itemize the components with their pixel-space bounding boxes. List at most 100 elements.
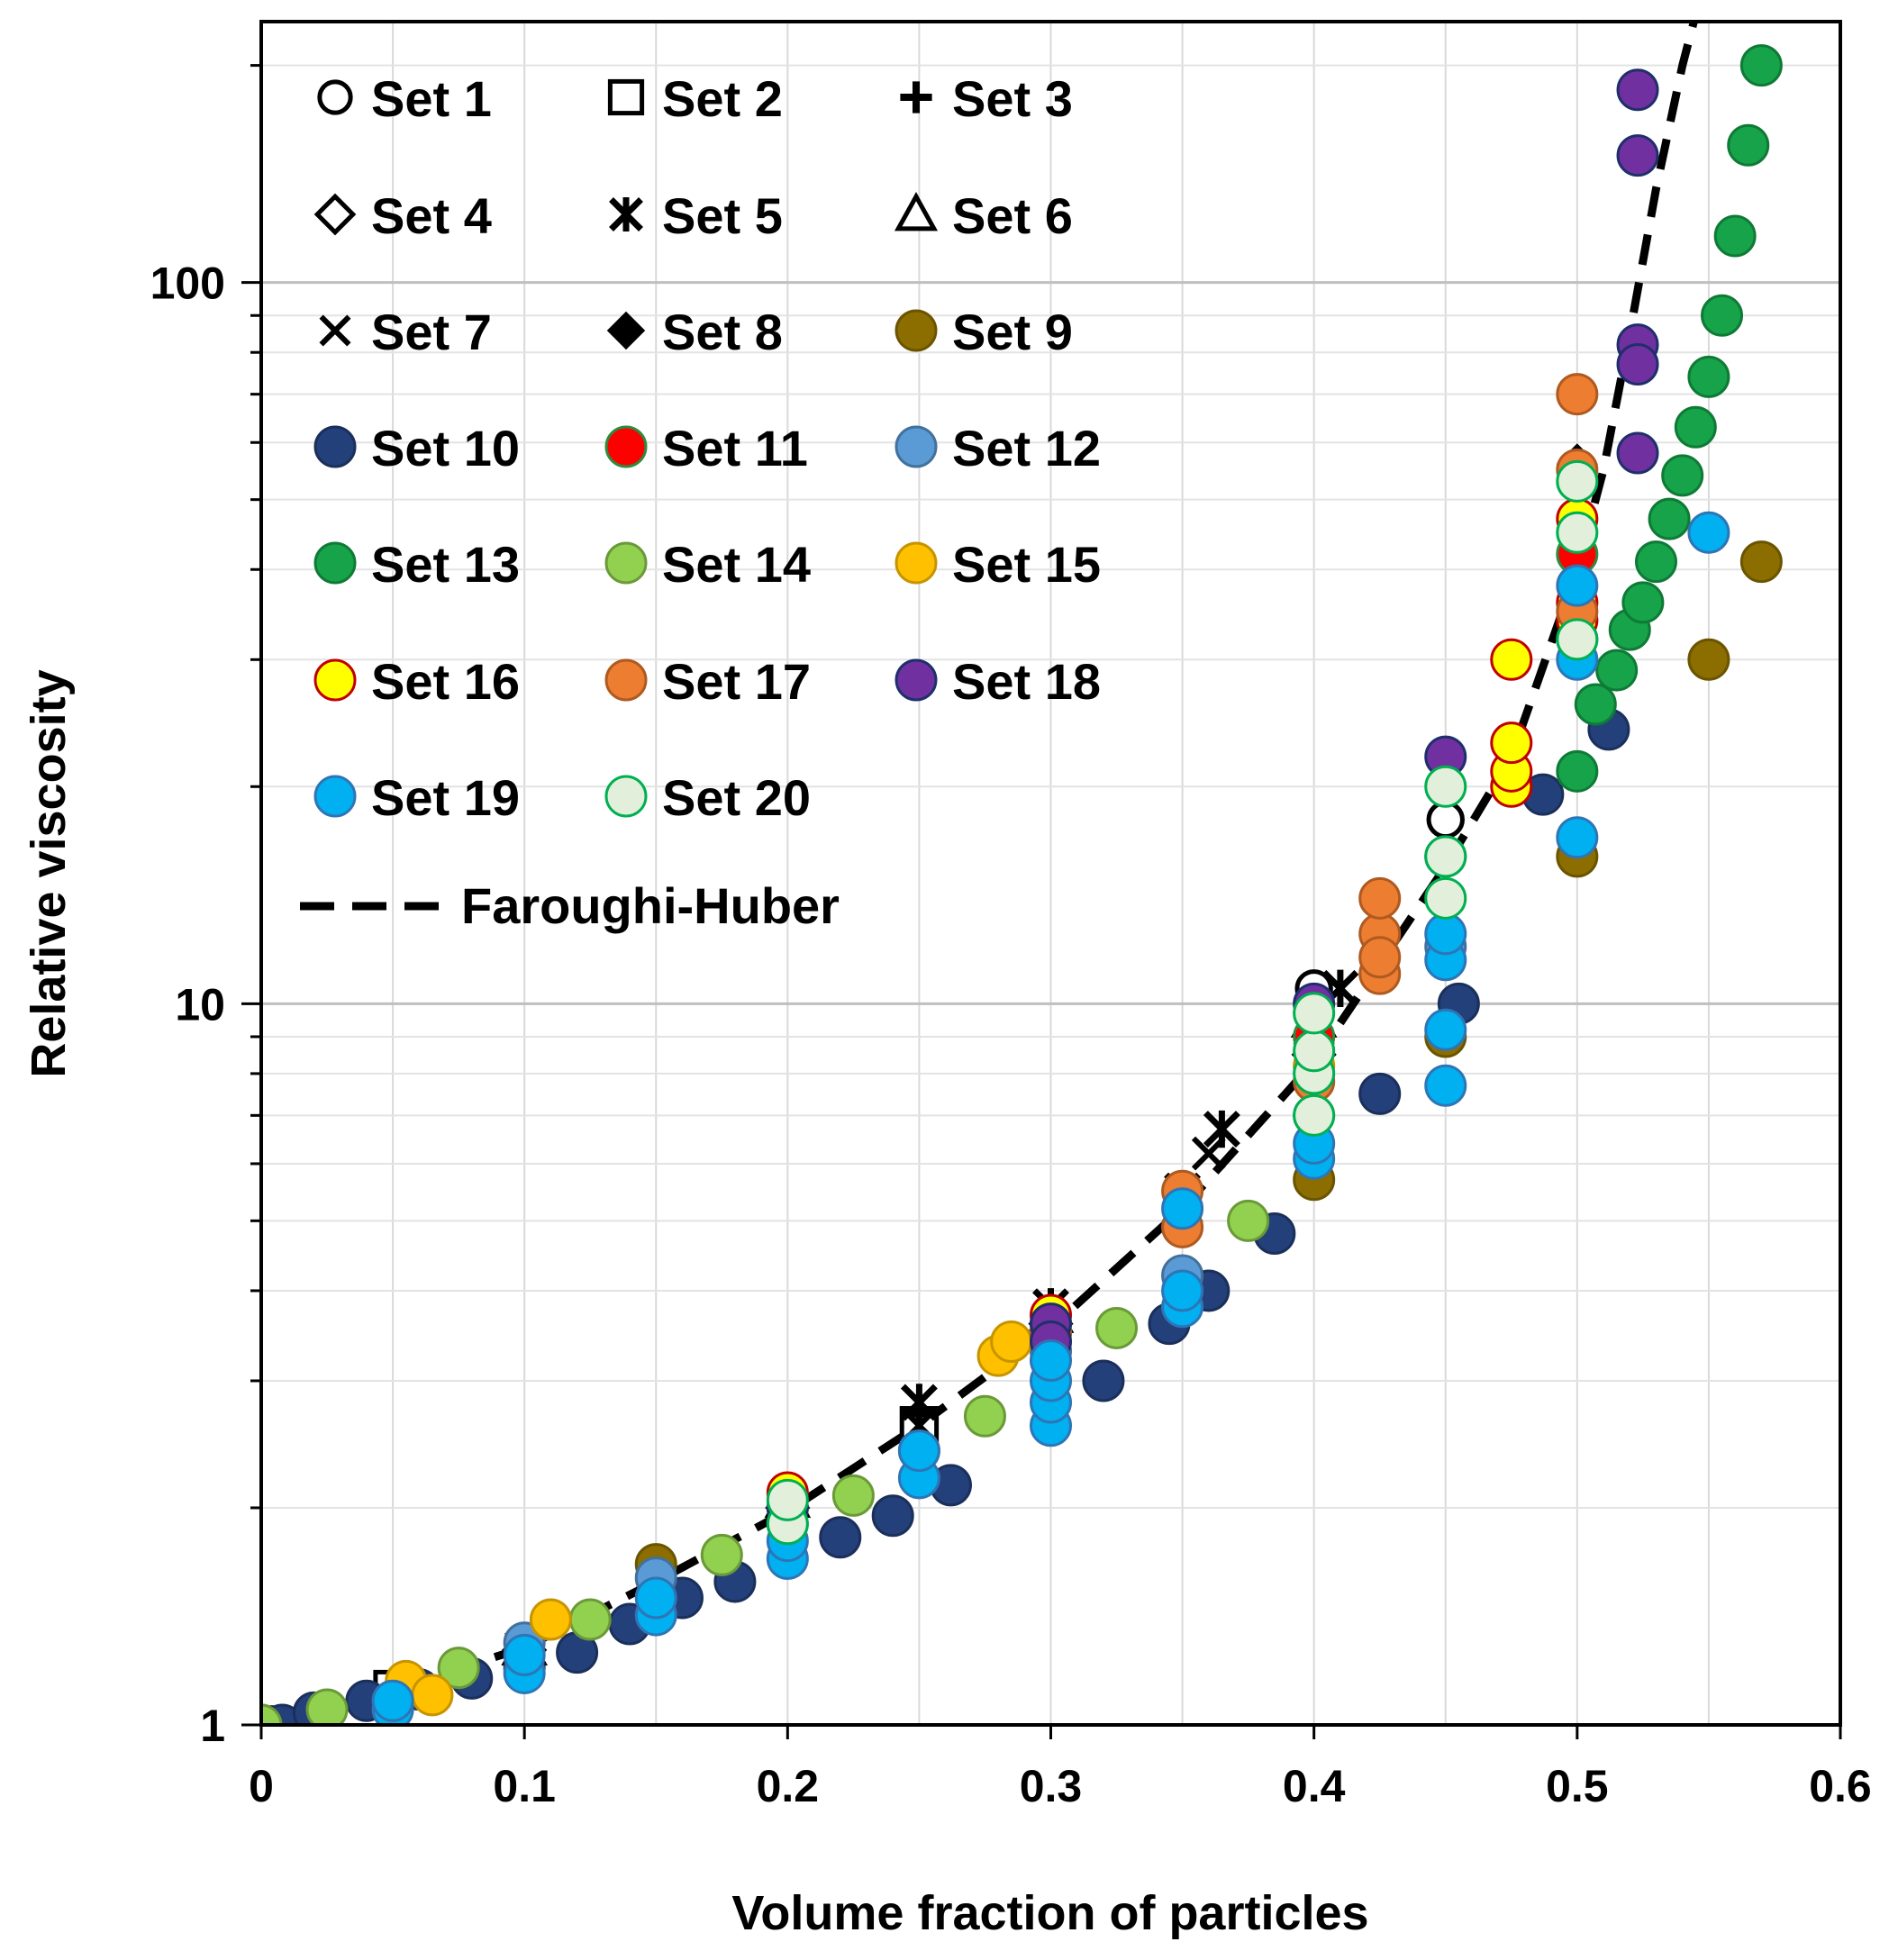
legend-item-set-18: Set 18 — [895, 653, 1101, 710]
data-point — [897, 1429, 940, 1473]
data-point — [1556, 373, 1599, 416]
legend-item-set-20: Set 20 — [604, 769, 811, 826]
legend: Set 1 Set 2 Set 3 Set 4 Set 5 Set 6 Set 7 Set 8… — [300, 70, 1101, 934]
legend-marker — [319, 314, 351, 347]
data-point — [305, 1688, 349, 1725]
data-point — [1727, 123, 1770, 167]
data-point — [1687, 511, 1730, 554]
x-axis-title: Volume fraction of particles — [731, 1886, 1368, 1940]
data-point — [1556, 511, 1599, 554]
data-point — [766, 1478, 809, 1521]
legend-item-set-12: Set 12 — [895, 420, 1101, 476]
data-point — [1616, 343, 1659, 386]
series-set-20 — [766, 459, 1599, 1546]
data-point — [1424, 835, 1467, 878]
data-point — [1616, 431, 1659, 475]
legend-label: Set 8 — [662, 304, 783, 360]
series-set-19 — [371, 511, 1730, 1725]
legend-label: Set 14 — [662, 536, 811, 593]
data-point — [1227, 1199, 1270, 1242]
legend-marker — [894, 192, 939, 231]
data-point — [1556, 618, 1599, 661]
legend-item-set-15: Set 15 — [895, 536, 1101, 593]
data-point — [1358, 936, 1402, 979]
data-point — [1161, 1269, 1204, 1312]
y-axis-title: Relative viscosity — [22, 669, 76, 1077]
legend-label: Set 19 — [371, 769, 520, 826]
legend-item-set-2: Set 2 — [607, 70, 783, 127]
x-axis-ticks: 0 0.1 0.2 0.3 0.4 0.5 0.6 — [249, 1725, 1872, 1811]
legend-marker — [895, 425, 938, 468]
series-set-10 — [261, 708, 1630, 1725]
legend-marker — [313, 193, 357, 236]
legend-item-set-8: Set 8 — [606, 304, 783, 360]
legend-item-set-1: Set 1 — [317, 70, 492, 127]
legend-item-set-19: Set 19 — [313, 769, 520, 826]
legend-label: Set 10 — [371, 420, 520, 476]
legend-label: Set 13 — [371, 536, 520, 593]
data-point — [437, 1647, 480, 1690]
data-point — [1030, 1339, 1072, 1383]
data-point — [1701, 294, 1744, 337]
data-point — [963, 1394, 1006, 1438]
data-point — [1621, 581, 1665, 624]
legend-label: Set 15 — [952, 536, 1101, 593]
legend-item-set-11: Set 11 — [604, 420, 808, 476]
legend-label: Set 5 — [662, 187, 783, 244]
legend-label: Set 2 — [662, 70, 783, 127]
faroughi-huber-curve — [261, 22, 1698, 1725]
legend-label: Faroughi-Huber — [461, 877, 840, 934]
legend-item-set-17: Set 17 — [604, 653, 811, 710]
data-point — [700, 1533, 743, 1576]
data-point — [990, 1320, 1033, 1363]
data-point — [529, 1598, 572, 1641]
x-tick-label: 0 — [249, 1761, 274, 1811]
y-axis-ticks: 1 10 100 — [150, 64, 261, 1751]
series-set-9 — [261, 540, 1783, 1725]
data-point — [634, 1576, 677, 1620]
series-set-7 — [507, 1136, 1226, 1673]
data-point — [1490, 721, 1533, 765]
legend-item-set-14: Set 14 — [604, 536, 811, 593]
data-point — [1424, 765, 1467, 808]
data-point — [1574, 683, 1617, 726]
legend-marker — [895, 658, 938, 702]
data-point — [503, 1633, 546, 1676]
legend-marker — [604, 425, 648, 468]
legend-label: Set 4 — [371, 187, 492, 244]
data-point — [1293, 1093, 1336, 1137]
legend-marker — [313, 775, 357, 818]
legend-label: Set 12 — [952, 420, 1101, 476]
data-point — [871, 1494, 914, 1538]
data-point — [1556, 459, 1599, 503]
data-point — [1426, 800, 1465, 839]
model-curve-layer — [261, 22, 1698, 1725]
legend-marker — [317, 79, 353, 115]
x-tick-label: 0.1 — [493, 1761, 556, 1811]
legend-label: Set 11 — [662, 420, 808, 476]
x-tick-label: 0.2 — [757, 1761, 820, 1811]
legend-item-set-13: Set 13 — [313, 536, 520, 593]
legend-item-set-10: Set 10 — [313, 420, 520, 476]
data-point — [819, 1516, 862, 1559]
data-point — [1713, 214, 1757, 258]
legend-label: Set 16 — [371, 653, 520, 710]
legend-marker — [606, 311, 646, 350]
legend-marker — [313, 658, 357, 702]
data-point — [1424, 876, 1467, 920]
data-point — [1648, 497, 1691, 540]
legend-marker — [313, 541, 357, 585]
data-point — [1490, 638, 1533, 681]
data-points-layer — [261, 44, 1783, 1725]
data-point — [1616, 134, 1659, 177]
data-point — [1095, 1306, 1139, 1349]
legend-marker — [604, 541, 648, 585]
data-point — [411, 1674, 454, 1717]
data-point — [1687, 355, 1730, 398]
legend-marker — [604, 658, 648, 702]
legend-label: Set 9 — [952, 304, 1073, 360]
series-set-5 — [637, 969, 1359, 1587]
grid — [260, 22, 1841, 1727]
data-point — [1739, 540, 1783, 584]
